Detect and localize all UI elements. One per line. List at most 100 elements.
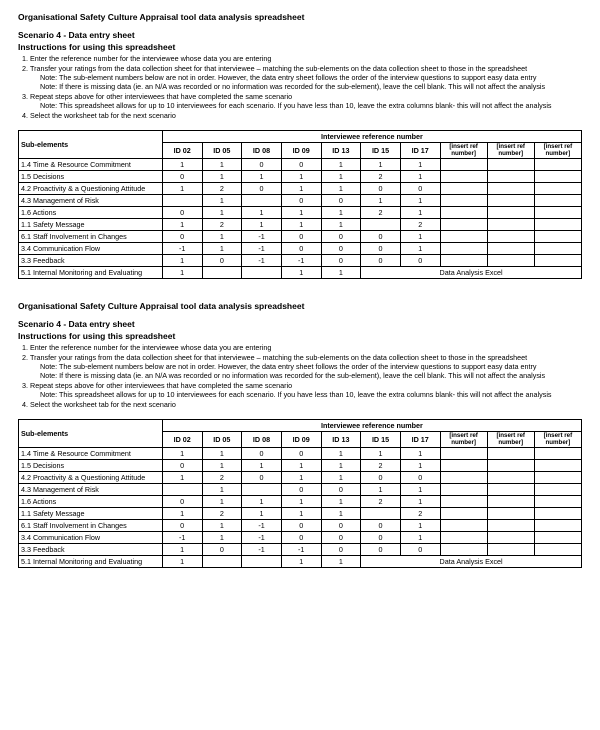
table-cell[interactable]: 2: [361, 496, 401, 508]
table-cell[interactable]: [440, 159, 487, 171]
table-cell[interactable]: [487, 532, 534, 544]
table-cell[interactable]: 1: [281, 219, 321, 231]
table-cell[interactable]: 0: [400, 544, 440, 556]
table-cell[interactable]: [440, 496, 487, 508]
table-cell[interactable]: 1: [162, 267, 202, 279]
table-cell[interactable]: -1: [281, 255, 321, 267]
table-cell[interactable]: 1: [361, 484, 401, 496]
table-cell[interactable]: 1: [162, 556, 202, 568]
table-cell[interactable]: [440, 484, 487, 496]
table-cell[interactable]: 0: [162, 496, 202, 508]
table-cell[interactable]: 0: [361, 231, 401, 243]
table-cell[interactable]: 1: [321, 183, 361, 195]
table-cell[interactable]: [440, 520, 487, 532]
table-cell[interactable]: 2: [361, 171, 401, 183]
table-cell[interactable]: 0: [361, 544, 401, 556]
table-cell[interactable]: [534, 171, 581, 183]
table-cell[interactable]: 0: [321, 532, 361, 544]
table-cell[interactable]: 2: [202, 472, 242, 484]
table-cell[interactable]: 1: [242, 508, 282, 520]
table-cell[interactable]: -1: [242, 243, 282, 255]
table-cell[interactable]: 1: [162, 448, 202, 460]
table-cell[interactable]: [361, 219, 401, 231]
table-cell[interactable]: 1: [321, 448, 361, 460]
table-cell[interactable]: [534, 544, 581, 556]
table-cell[interactable]: 0: [202, 255, 242, 267]
table-cell[interactable]: 1: [321, 159, 361, 171]
table-cell[interactable]: [534, 460, 581, 472]
table-cell[interactable]: [534, 207, 581, 219]
table-cell[interactable]: 0: [162, 231, 202, 243]
table-cell[interactable]: [440, 171, 487, 183]
table-cell[interactable]: [534, 520, 581, 532]
table-cell[interactable]: [487, 508, 534, 520]
table-cell[interactable]: 0: [162, 171, 202, 183]
table-cell[interactable]: 2: [400, 508, 440, 520]
table-cell[interactable]: 0: [281, 159, 321, 171]
table-cell[interactable]: [534, 508, 581, 520]
table-cell[interactable]: [487, 484, 534, 496]
table-cell[interactable]: 0: [162, 520, 202, 532]
table-cell[interactable]: 1: [202, 448, 242, 460]
table-cell[interactable]: 1: [400, 243, 440, 255]
table-cell[interactable]: 0: [281, 484, 321, 496]
table-cell[interactable]: 0: [400, 472, 440, 484]
table-cell[interactable]: -1: [242, 544, 282, 556]
table-cell[interactable]: 0: [321, 484, 361, 496]
table-cell[interactable]: [242, 484, 282, 496]
table-cell[interactable]: [487, 472, 534, 484]
table-cell[interactable]: 0: [321, 544, 361, 556]
table-cell[interactable]: [242, 556, 282, 568]
table-cell[interactable]: [440, 183, 487, 195]
table-cell[interactable]: 0: [361, 243, 401, 255]
table-cell[interactable]: 1: [202, 460, 242, 472]
table-cell[interactable]: 0: [281, 243, 321, 255]
table-cell[interactable]: 0: [242, 472, 282, 484]
table-cell[interactable]: 0: [321, 231, 361, 243]
table-cell[interactable]: [534, 448, 581, 460]
table-cell[interactable]: 1: [202, 207, 242, 219]
table-cell[interactable]: 1: [202, 520, 242, 532]
table-cell[interactable]: [534, 195, 581, 207]
table-cell[interactable]: [534, 484, 581, 496]
table-cell[interactable]: [440, 231, 487, 243]
table-cell[interactable]: -1: [242, 255, 282, 267]
table-cell[interactable]: [440, 532, 487, 544]
table-cell[interactable]: [440, 195, 487, 207]
table-cell[interactable]: 0: [281, 195, 321, 207]
table-cell[interactable]: [534, 472, 581, 484]
table-cell[interactable]: 1: [400, 195, 440, 207]
table-cell[interactable]: 1: [321, 267, 361, 279]
table-cell[interactable]: 0: [321, 243, 361, 255]
table-cell[interactable]: [440, 207, 487, 219]
table-cell[interactable]: 1: [361, 448, 401, 460]
table-cell[interactable]: 1: [162, 255, 202, 267]
table-cell[interactable]: 1: [242, 219, 282, 231]
table-cell[interactable]: [487, 448, 534, 460]
table-cell[interactable]: 1: [281, 496, 321, 508]
table-cell[interactable]: [440, 448, 487, 460]
table-cell[interactable]: 0: [162, 207, 202, 219]
table-cell[interactable]: -1: [242, 532, 282, 544]
table-cell[interactable]: 0: [202, 544, 242, 556]
table-cell[interactable]: [440, 508, 487, 520]
table-cell[interactable]: [440, 243, 487, 255]
table-cell[interactable]: 1: [400, 159, 440, 171]
table-cell[interactable]: 2: [361, 207, 401, 219]
table-cell[interactable]: [487, 255, 534, 267]
table-cell[interactable]: 0: [162, 460, 202, 472]
table-cell[interactable]: -1: [281, 544, 321, 556]
table-cell[interactable]: 1: [400, 460, 440, 472]
table-cell[interactable]: 1: [281, 460, 321, 472]
table-cell[interactable]: 0: [361, 472, 401, 484]
table-cell[interactable]: 1: [400, 231, 440, 243]
table-cell[interactable]: [440, 544, 487, 556]
table-cell[interactable]: 1: [202, 243, 242, 255]
table-cell[interactable]: 1: [400, 496, 440, 508]
table-cell[interactable]: 1: [202, 231, 242, 243]
table-cell[interactable]: [534, 219, 581, 231]
table-cell[interactable]: [487, 231, 534, 243]
table-cell[interactable]: 1: [321, 171, 361, 183]
table-cell[interactable]: 0: [321, 195, 361, 207]
table-cell[interactable]: 0: [400, 183, 440, 195]
